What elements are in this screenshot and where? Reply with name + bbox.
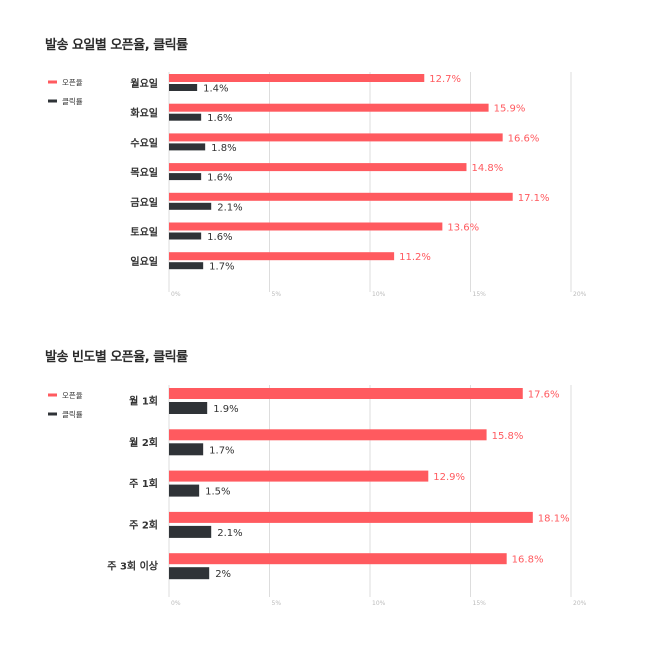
bar-click-rate <box>169 484 200 497</box>
data-label-open-rate: 15.8% <box>492 431 524 442</box>
legend-label: 오픈율 <box>62 78 83 87</box>
data-label-open-rate: 12.7% <box>429 74 461 85</box>
category-label: 주 2회 <box>129 518 158 531</box>
category-label: 주 1회 <box>129 477 158 490</box>
data-label-open-rate: 13.6% <box>447 223 479 234</box>
data-label-open-rate: 11.2% <box>399 252 431 263</box>
category-label: 일요일 <box>130 255 158 268</box>
category-label: 수요일 <box>130 136 158 149</box>
bar-open-rate <box>169 388 523 399</box>
bar-open-rate <box>169 133 503 142</box>
bar-open-rate <box>169 511 533 523</box>
x-tick-label: 15% <box>473 291 487 298</box>
legend-swatch-click <box>48 412 57 416</box>
x-tick-label: 10% <box>372 600 386 607</box>
data-label-click-rate: 1.5% <box>205 487 230 498</box>
bar-open-rate <box>169 74 425 82</box>
category-label: 월 1회 <box>129 395 158 408</box>
data-label-click-rate: 1.7% <box>209 262 234 273</box>
data-label-click-rate: 1.7% <box>209 445 234 456</box>
data-label-click-rate: 2% <box>215 569 231 580</box>
bar-open-rate <box>169 222 443 231</box>
data-label-click-rate: 2.1% <box>217 528 242 539</box>
data-label-open-rate: 16.6% <box>508 133 540 144</box>
data-label-click-rate: 1.4% <box>203 84 228 95</box>
x-tick-label: 5% <box>272 291 282 298</box>
bar-open-rate <box>169 470 429 482</box>
chart-title-weekday: 발송 요일별 오픈율, 클릭률 <box>45 38 188 53</box>
data-label-open-rate: 14.8% <box>471 163 503 174</box>
x-tick-label: 0% <box>171 291 181 298</box>
legend-label: 클릭률 <box>62 410 83 419</box>
bar-click-rate <box>169 525 212 538</box>
legend-swatch-click <box>48 99 57 103</box>
chart-title-frequency: 발송 빈도별 오픈율, 클릭률 <box>45 350 188 365</box>
data-label-click-rate: 1.8% <box>211 143 236 154</box>
data-label-open-rate: 16.8% <box>512 555 544 566</box>
x-tick-label: 10% <box>372 291 386 298</box>
bar-open-rate <box>169 429 487 441</box>
data-label-click-rate: 1.6% <box>207 113 232 124</box>
category-label: 목요일 <box>130 166 158 179</box>
legend-swatch-open <box>48 80 57 84</box>
data-label-open-rate: 17.1% <box>518 193 550 204</box>
data-label-click-rate: 1.6% <box>207 232 232 243</box>
bar-click-rate <box>169 84 198 91</box>
x-tick-label: 15% <box>473 600 487 607</box>
bar-click-rate <box>169 443 204 456</box>
data-label-open-rate: 12.9% <box>433 472 465 483</box>
category-label: 토요일 <box>130 226 158 239</box>
data-label-click-rate: 2.1% <box>217 202 242 213</box>
x-tick-label: 5% <box>272 600 282 607</box>
data-label-open-rate: 18.1% <box>538 513 570 524</box>
category-label: 금요일 <box>130 196 158 209</box>
bar-open-rate <box>169 103 489 112</box>
bar-click-rate <box>169 202 212 210</box>
bar-click-rate <box>169 402 208 414</box>
legend-label: 오픈율 <box>62 391 83 400</box>
x-tick-label: 20% <box>573 291 587 298</box>
data-label-open-rate: 15.9% <box>494 104 526 115</box>
legend-swatch-open <box>48 393 57 397</box>
legend-label: 클릭률 <box>62 97 83 106</box>
bar-click-rate <box>169 113 202 121</box>
bar-click-rate <box>169 143 206 151</box>
category-label: 화요일 <box>130 107 158 120</box>
data-label-click-rate: 1.9% <box>213 404 238 415</box>
category-label: 월 2회 <box>129 436 158 449</box>
category-label: 월요일 <box>130 77 158 90</box>
x-tick-label: 20% <box>573 600 587 607</box>
bar-click-rate <box>169 567 210 580</box>
bar-click-rate <box>169 173 202 181</box>
bar-open-rate <box>169 252 395 261</box>
bar-open-rate <box>169 553 507 565</box>
bar-click-rate <box>169 232 202 240</box>
bar-click-rate <box>169 262 204 270</box>
category-label: 주 3회 이상 <box>107 560 159 573</box>
x-tick-label: 0% <box>171 600 181 607</box>
bar-open-rate <box>169 163 467 172</box>
data-label-open-rate: 17.6% <box>528 390 560 401</box>
bar-open-rate <box>169 192 513 201</box>
data-label-click-rate: 1.6% <box>207 173 232 184</box>
